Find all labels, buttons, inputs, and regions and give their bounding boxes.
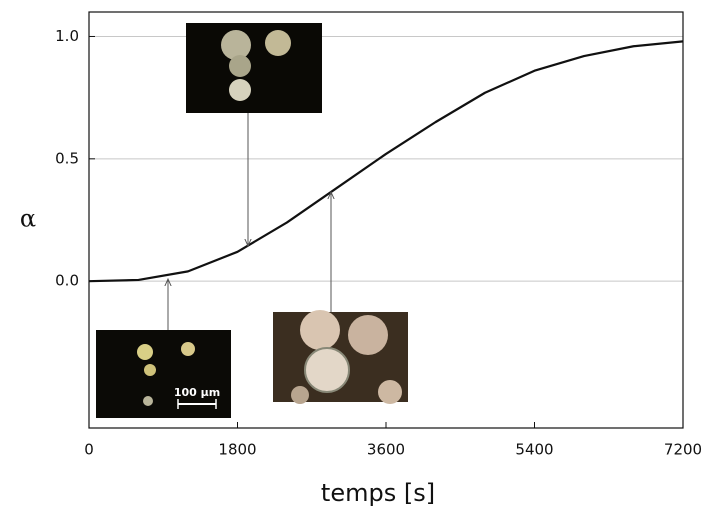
scale-bar-label: 100 µm (174, 386, 220, 399)
micrograph-inset (273, 310, 408, 404)
micrograph-inset: 100 µm (96, 330, 231, 418)
x-tick-label: 3600 (367, 441, 405, 459)
plot-area (88, 35, 684, 283)
y-tick-label: 0.5 (55, 149, 79, 167)
y-axis-title: α (20, 205, 36, 233)
x-tick-label: 1800 (218, 441, 256, 459)
x-tick-label: 5400 (515, 441, 553, 459)
y-tick-label: 0.0 (55, 272, 79, 290)
x-axis-title: temps [s] (321, 479, 435, 507)
y-tick-label: 1.0 (55, 27, 79, 45)
x-tick-label: 0 (84, 441, 94, 459)
x-tick-label: 7200 (664, 441, 702, 459)
micrograph-inset (186, 23, 322, 113)
data-line (88, 40, 684, 283)
